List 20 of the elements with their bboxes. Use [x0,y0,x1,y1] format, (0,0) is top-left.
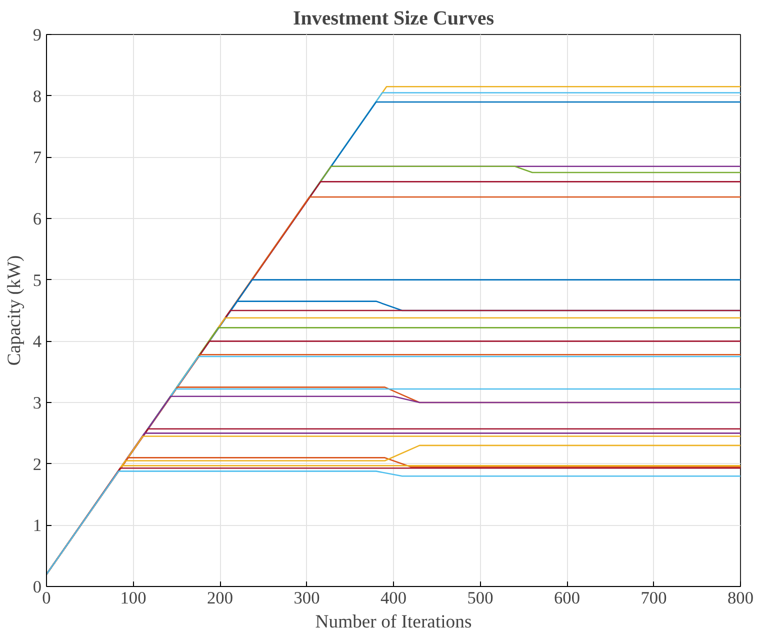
x-axis-title: Number of Iterations [315,612,472,632]
x-tick-label: 200 [207,588,234,608]
x-tick-label: 100 [120,588,146,608]
x-tick-label: 300 [294,588,320,608]
y-tick-label: 9 [32,26,42,44]
chart-title: Investment Size Curves [292,8,494,30]
x-tick-label: 600 [554,588,580,608]
y-tick-label: 1 [32,516,42,536]
y-tick-label: 7 [32,148,42,168]
y-tick-label: 6 [32,210,42,228]
y-tick-label: 8 [32,86,42,106]
y-tick-label: 4 [32,332,42,352]
y-axis-title: Capacity (kW) [4,255,25,366]
x-tick-label: 800 [728,588,754,608]
x-tick-label: 500 [467,588,494,608]
y-tick-label: 2 [32,454,42,474]
y-tick-label: 3 [32,394,42,412]
y-tick-label: 5 [32,270,42,290]
x-tick-label: 700 [640,588,667,608]
x-tick-label: 400 [380,588,407,608]
